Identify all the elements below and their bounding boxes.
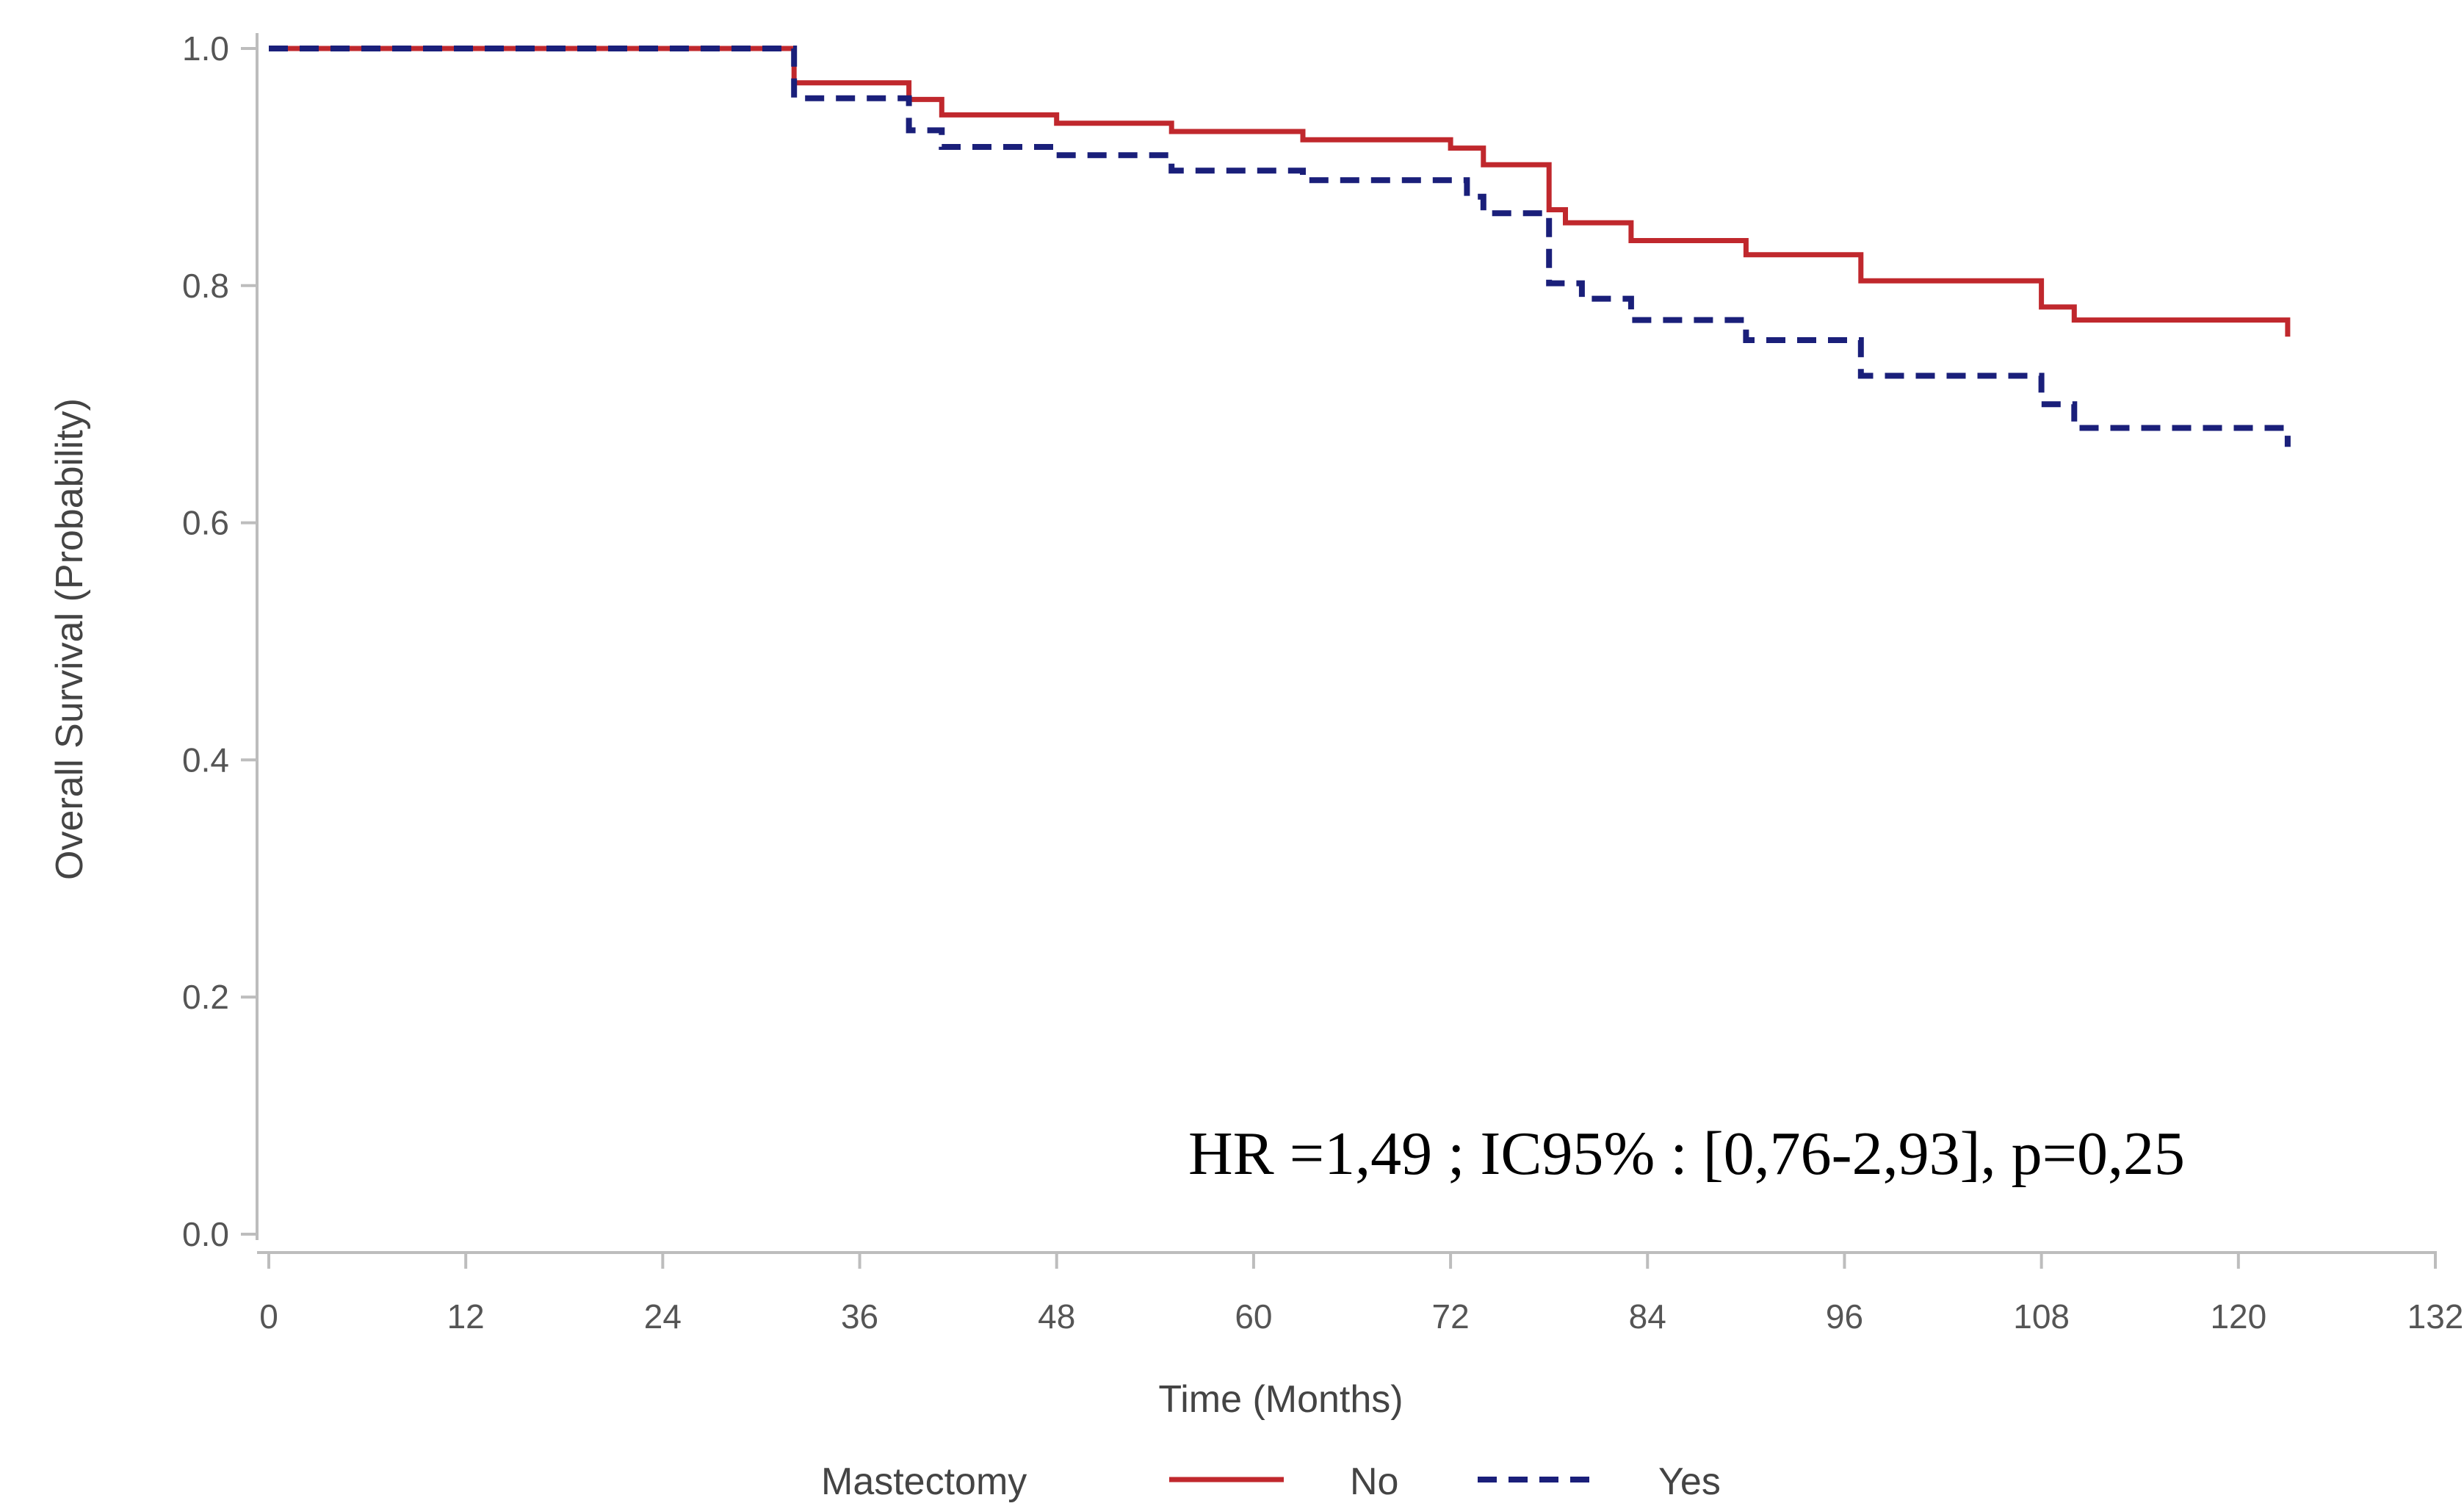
y-tick-label: 0.0 (182, 1215, 229, 1253)
legend: Mastectomy No Yes (821, 1460, 1721, 1503)
series-layer (269, 46, 2291, 447)
x-tick-label: 48 (1038, 1297, 1075, 1336)
y-tick-label: 1.0 (182, 29, 229, 68)
legend-label-no: No (1350, 1460, 1398, 1503)
x-tick-label: 84 (1629, 1297, 1666, 1336)
hazard-ratio-annotation: HR =1,49 ; IC95% : [0,76-2,93], p=0,25 (1188, 1120, 2185, 1188)
x-tick-label: 96 (1826, 1297, 1863, 1336)
y-axis-ticks: 0.0 0.2 0.4 0.6 0.8 1.0 (182, 29, 257, 1253)
x-tick-label: 60 (1235, 1297, 1272, 1336)
x-tick-label: 36 (841, 1297, 878, 1336)
x-axis-ticks: 0 12 24 36 48 60 72 84 96 108 120 132 (259, 1253, 2463, 1336)
y-tick-label: 0.2 (182, 978, 229, 1016)
y-axis-title: Overall Survival (Probability) (48, 398, 91, 880)
x-tick-label: 120 (2210, 1297, 2266, 1336)
series-line-no (269, 46, 2291, 337)
x-tick-label: 72 (1432, 1297, 1470, 1336)
x-axis-title: Time (Months) (1158, 1378, 1403, 1421)
y-tick-label: 0.8 (182, 267, 229, 305)
x-tick-label: 0 (259, 1297, 278, 1336)
legend-title: Mastectomy (821, 1460, 1027, 1503)
x-tick-label: 24 (644, 1297, 682, 1336)
legend-label-yes: Yes (1658, 1460, 1721, 1503)
x-tick-label: 108 (2013, 1297, 2070, 1336)
series-line-yes (269, 46, 2291, 447)
x-tick-label: 12 (447, 1297, 485, 1336)
x-tick-label: 132 (2407, 1297, 2464, 1336)
y-tick-label: 0.6 (182, 504, 229, 542)
plot-area (256, 33, 2437, 1254)
y-tick-label: 0.4 (182, 741, 229, 779)
